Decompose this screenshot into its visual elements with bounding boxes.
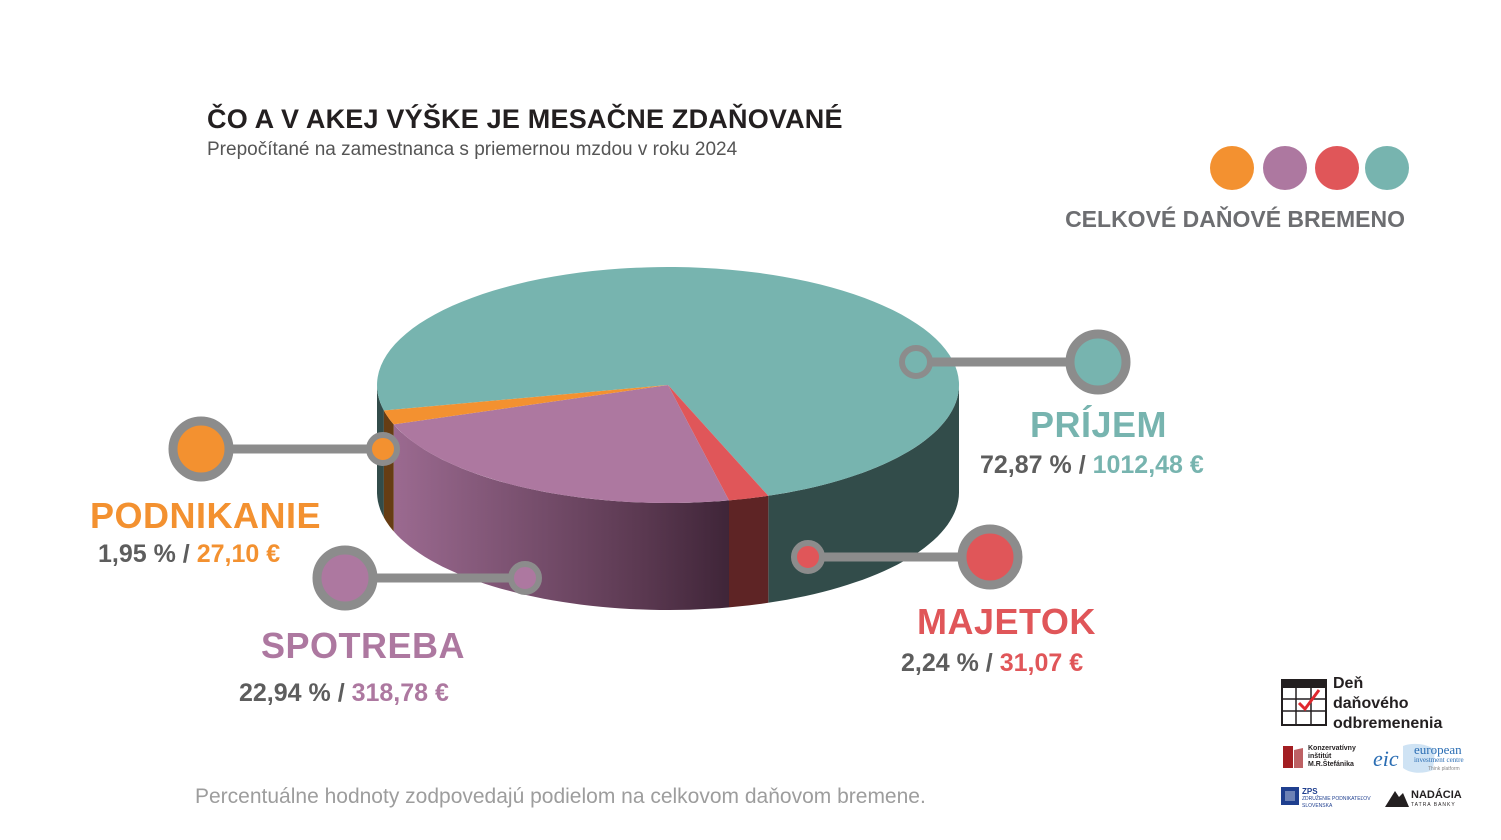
prijem-separator: / — [1071, 451, 1093, 479]
pie-slice-podnikanie — [383, 385, 668, 425]
eic-globe-icon — [1403, 743, 1435, 773]
label-spotreba-value: 22,94 % / 318,78 € — [239, 679, 449, 708]
label-majetok-value: 2,24 % / 31,07 € — [901, 649, 1083, 678]
zps-mark: ZPS — [1302, 787, 1318, 796]
den-danoveho-odbremenenia-logo: Deň daňového odbremenenia — [1333, 674, 1442, 734]
label-podnikanie-name: PODNIKANIE — [90, 495, 322, 536]
calendar-icon — [1281, 679, 1327, 726]
den-line1: Deň — [1333, 675, 1364, 692]
eic-line3: Think platform — [1428, 766, 1460, 772]
spotreba-amount: 318,78 € — [351, 679, 449, 707]
chart-subtitle: Prepočítané na zamestnanca s priemernou … — [207, 139, 738, 160]
kimrs-icon — [1281, 744, 1305, 770]
label-prijem-value: 72,87 % / 1012,48 € — [980, 451, 1204, 480]
tatra-banka-icon — [1385, 791, 1409, 807]
label-podnikanie-value: 1,95 % / 27,10 € — [98, 540, 280, 569]
pie-side-podnikanie — [383, 410, 394, 532]
legend-dot-orange — [1210, 146, 1254, 190]
legend-label: CELKOVÉ DAŇOVÉ BREMENO — [1065, 206, 1405, 232]
majetok-amount: 31,07 € — [999, 649, 1084, 677]
legend-dot-purple — [1263, 146, 1307, 190]
legend-dot-teal — [1365, 146, 1409, 190]
connector-spotreba-inner-ring — [508, 561, 542, 595]
zps-icon — [1281, 787, 1299, 805]
connector-spotreba — [312, 545, 542, 611]
connector-majetok-outer-ring — [957, 524, 1023, 590]
connector-podnikanie-inner-ring — [366, 432, 400, 466]
label-connectors — [168, 329, 1131, 611]
connector-majetok-inner-ring — [791, 540, 825, 574]
den-line2: daňového — [1333, 695, 1409, 712]
pie-top-slices — [377, 267, 960, 504]
eic-mark: eic — [1373, 746, 1399, 771]
prijem-percent: 72,87 % — [980, 451, 1072, 479]
eic-line2: investment centre — [1414, 756, 1464, 764]
zps-line2: SLOVENSKA — [1302, 803, 1333, 809]
podnikanie-separator: / — [175, 540, 197, 568]
pie-side-majetok — [729, 495, 769, 608]
podnikanie-percent: 1,95 % — [98, 540, 176, 568]
den-line3: odbremenenia — [1333, 715, 1443, 732]
nadacia-line1: NADÁCIA — [1411, 789, 1462, 801]
majetok-separator: / — [978, 649, 1000, 677]
pie-slice-majetok — [668, 385, 769, 501]
spotreba-percent: 22,94 % — [239, 679, 331, 707]
zps-line1: ZDRUŽENIE PODNIKATEĽOV — [1302, 796, 1371, 802]
eic-line1: european — [1414, 742, 1462, 757]
connector-majetok — [791, 524, 1023, 590]
pie-side-spotreba — [393, 424, 729, 610]
nadacia-line2: TATRA BANKY — [1411, 802, 1456, 808]
pie-slice-príjem — [377, 267, 960, 496]
chart-title: ČO A V AKEJ VÝŠKE JE MESAČNE ZDAŇOVANÉ — [207, 104, 843, 134]
prijem-amount: 1012,48 € — [1092, 451, 1204, 479]
label-prijem-name: PRÍJEM — [1030, 404, 1168, 445]
connector-podnikanie — [168, 416, 400, 482]
legend-dot-red — [1315, 146, 1359, 190]
kimrs-line2: inštitút — [1308, 753, 1332, 760]
connector-podnikanie-outer-ring — [168, 416, 234, 482]
kimrs-line3: M.R.Štefánika — [1308, 761, 1354, 768]
label-spotreba-name: SPOTREBA — [261, 625, 466, 666]
connector-prijem-outer-ring — [1065, 329, 1131, 395]
podnikanie-amount: 27,10 € — [196, 540, 281, 568]
label-majetok-name: MAJETOK — [917, 601, 1096, 642]
majetok-percent: 2,24 % — [901, 649, 979, 677]
footnote: Percentuálne hodnoty zodpovedajú podielo… — [195, 785, 926, 808]
pie-slice-spotreba — [393, 385, 729, 504]
connector-prijem-inner-ring — [899, 345, 933, 379]
kimrs-line1: Konzervatívny — [1308, 745, 1356, 752]
spotreba-separator: / — [330, 679, 352, 707]
connector-spotreba-outer-ring — [312, 545, 378, 611]
connector-prijem — [899, 329, 1131, 395]
